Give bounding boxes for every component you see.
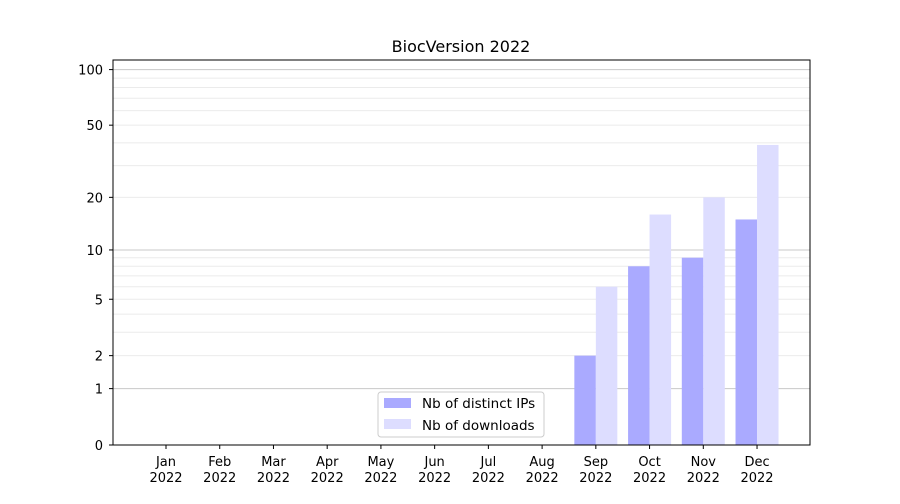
bar-downloads [703, 197, 725, 445]
bar-ips [681, 257, 704, 445]
y-tick-label: 0 [95, 439, 103, 454]
bar-ips [574, 355, 596, 445]
bar-downloads [757, 144, 779, 446]
grid [113, 69, 810, 390]
x-axis: Jan 2022 Feb 2022 Mar 2022 Apr 2022 May 2022 Jun 20… [149, 445, 774, 486]
y-tick-label: 2 [95, 350, 103, 365]
y-axis: 0 1 2 5 10 20 50 100 [78, 64, 113, 454]
x-tick-label: Dec 2022 [740, 455, 773, 486]
x-tick-label: Feb 2022 [203, 455, 236, 486]
y-tick-label: 100 [78, 64, 103, 79]
x-tick-label: Jul 2022 [472, 455, 505, 486]
y-tick-label: 20 [86, 191, 103, 206]
chart-title: BiocVersion 2022 [392, 37, 531, 56]
legend-label-ips: Nb of distinct IPs [422, 396, 535, 412]
legend-label-downloads: Nb of downloads [422, 418, 535, 434]
x-tick-label: Apr 2022 [311, 455, 344, 486]
bar-downloads [649, 214, 672, 445]
x-tick-label: May 2022 [364, 455, 397, 486]
legend: Nb of distinct IPs Nb of downloads [377, 391, 545, 438]
legend-swatch-ips [384, 398, 411, 408]
y-tick-label: 10 [86, 244, 103, 259]
x-tick-label: Aug 2022 [526, 455, 559, 486]
legend-swatch-downloads [384, 419, 411, 429]
plot-frame [112, 59, 811, 446]
y-tick-label: 1 [95, 383, 103, 398]
x-tick-label: Jan 2022 [149, 455, 182, 486]
bar-downloads [595, 286, 618, 445]
bar-ips [735, 219, 758, 445]
bars [574, 144, 779, 446]
x-tick-label: Mar 2022 [257, 455, 290, 486]
bar-ips [628, 266, 650, 445]
y-tick-label: 50 [86, 119, 103, 134]
x-tick-label: Sep 2022 [579, 455, 612, 486]
x-tick-label: Nov 2022 [687, 455, 720, 486]
x-tick-label: Jun 2022 [418, 455, 451, 486]
x-tick-label: Oct 2022 [633, 455, 666, 486]
y-tick-label: 5 [95, 293, 103, 308]
